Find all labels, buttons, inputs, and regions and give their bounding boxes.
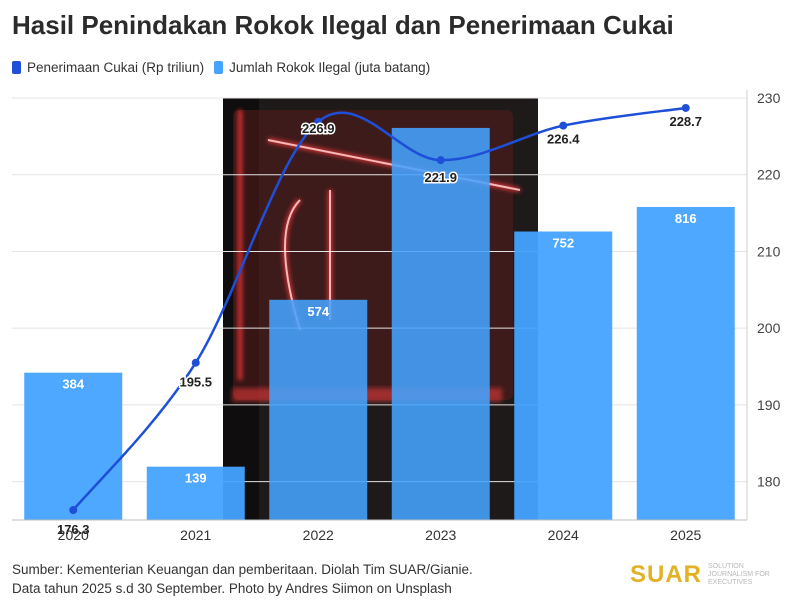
legend-swatch-cukai (12, 61, 21, 74)
line-layer (69, 103, 690, 515)
line-point-2022 (314, 117, 323, 126)
grid-lines (12, 97, 747, 483)
line-point-2024 (559, 121, 568, 130)
x-tick-2024: 2024 (548, 527, 579, 543)
bar-label-2021: 139 (185, 471, 207, 486)
x-tick-2021: 2021 (180, 527, 211, 543)
right-axis-tick: 190 (757, 397, 781, 413)
bars-layer (24, 127, 735, 521)
logo-wordmark: SUAR (630, 561, 703, 588)
right-axis-tick: 230 (757, 90, 781, 106)
line-point-2020 (69, 506, 78, 515)
line-label-2025: 228.7 (669, 114, 702, 129)
bar-label-2020: 384 (62, 377, 84, 392)
line-label-2023: 221.9 (424, 170, 457, 185)
x-tick-2025: 2025 (670, 527, 701, 543)
x-tick-2022: 2022 (303, 527, 334, 543)
chart-title: Hasil Penindakan Rokok Ilegal dan Peneri… (12, 10, 674, 40)
bar-label-2024: 752 (552, 236, 574, 251)
legend-item-rokok: Jumlah Rokok Ilegal (juta batang) (214, 60, 430, 75)
brand-logo: SUAR SOLUTION JOURNALISM FOR EXECUTIVES (630, 561, 788, 589)
line-point-2021 (191, 358, 200, 367)
bar-label-2022: 574 (307, 304, 329, 319)
right-axis-tick: 210 (757, 243, 781, 259)
bar-2023 (391, 127, 490, 520)
legend-label-cukai: Penerimaan Cukai (Rp triliun) (27, 60, 205, 75)
right-axis-tick: 200 (757, 320, 781, 336)
bar-2022 (269, 299, 368, 520)
x-tick-2023: 2023 (425, 527, 456, 543)
bar-2020 (24, 372, 123, 520)
line-point-2025 (681, 103, 690, 112)
line-label-2021: 195.5 (179, 375, 212, 390)
legend-label-rokok: Jumlah Rokok Ilegal (juta batang) (229, 60, 431, 75)
x-tick-2020: 2020 (58, 527, 89, 543)
right-axis-tick: 180 (757, 474, 781, 490)
chart-legend: Penerimaan Cukai (Rp triliun) Jumlah Rok… (12, 60, 430, 75)
line-point-2023 (436, 156, 445, 165)
bar-2021 (146, 466, 245, 520)
source-line-2: Data tahun 2025 s.d 30 September. Photo … (12, 581, 452, 596)
legend-item-cukai: Penerimaan Cukai (Rp triliun) (12, 60, 204, 75)
line-label-2024: 226.4 (547, 132, 580, 147)
legend-swatch-rokok (214, 61, 224, 74)
bar-2024 (514, 231, 613, 521)
line-label-2020: 176.3 (57, 522, 90, 537)
bar-label-2025: 816 (675, 211, 697, 226)
axes-layer: 180 190 200 210 220 230 2020 2021 2022 2023 2024 20… (12, 90, 781, 543)
logo-tagline: SOLUTION JOURNALISM FOR EXECUTIVES (708, 563, 770, 586)
line-label-2022: 226.9 (302, 121, 335, 136)
bar-2025 (636, 206, 735, 520)
labels-layer: 384 139 574 752 816 176.3 195.5 226.9 221.9 226.4… (55, 112, 703, 538)
source-note: Sumber: Kementerian Keuangan dan pemberi… (12, 560, 473, 598)
right-axis-tick: 220 (757, 167, 781, 183)
source-line-1: Sumber: Kementerian Keuangan dan pemberi… (12, 562, 473, 577)
